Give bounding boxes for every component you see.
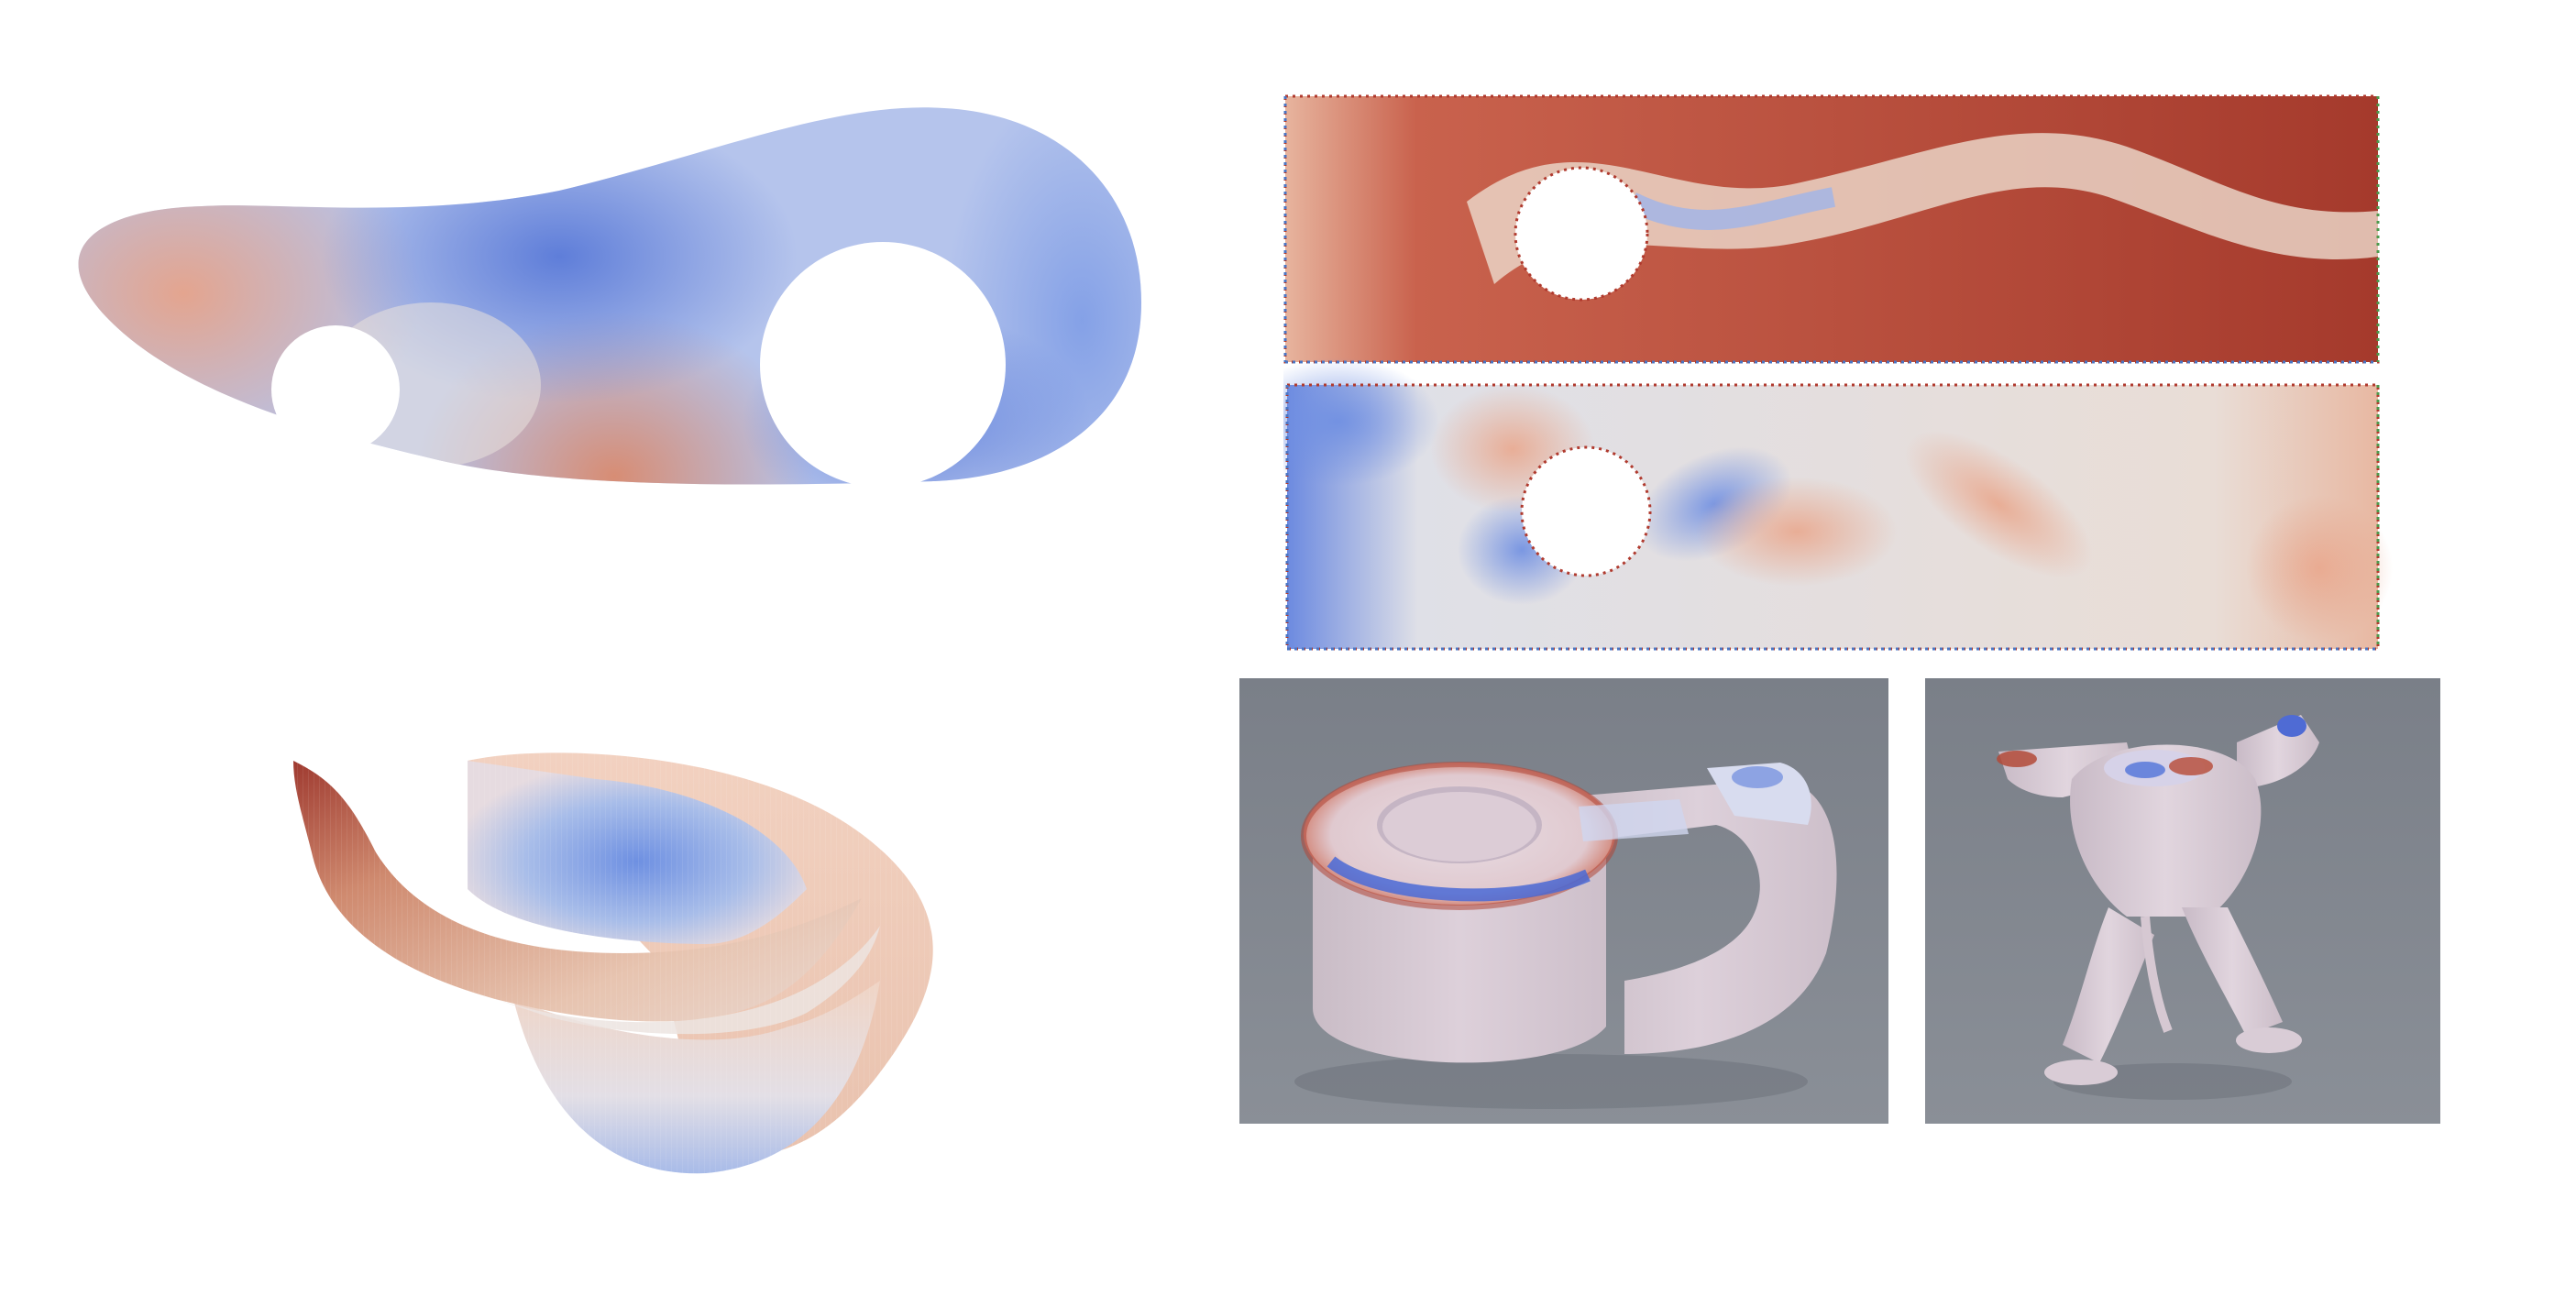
flow-field-top bbox=[1283, 94, 2380, 364]
cylinder-top bbox=[1514, 166, 1649, 302]
flow-field-bottom bbox=[1283, 357, 2393, 651]
eyelet-plate-field bbox=[78, 107, 1142, 488]
cylinder-bottom bbox=[1520, 445, 1652, 577]
small-hole bbox=[271, 325, 400, 454]
eyelet-plate-body bbox=[78, 107, 1142, 485]
hook-mesh-render bbox=[1239, 678, 1888, 1124]
creature-mesh-render bbox=[1925, 678, 2440, 1124]
saddle-surface-plot bbox=[275, 724, 990, 1182]
cylinder-flow-fields bbox=[1283, 94, 2393, 651]
large-hole bbox=[760, 242, 1006, 488]
